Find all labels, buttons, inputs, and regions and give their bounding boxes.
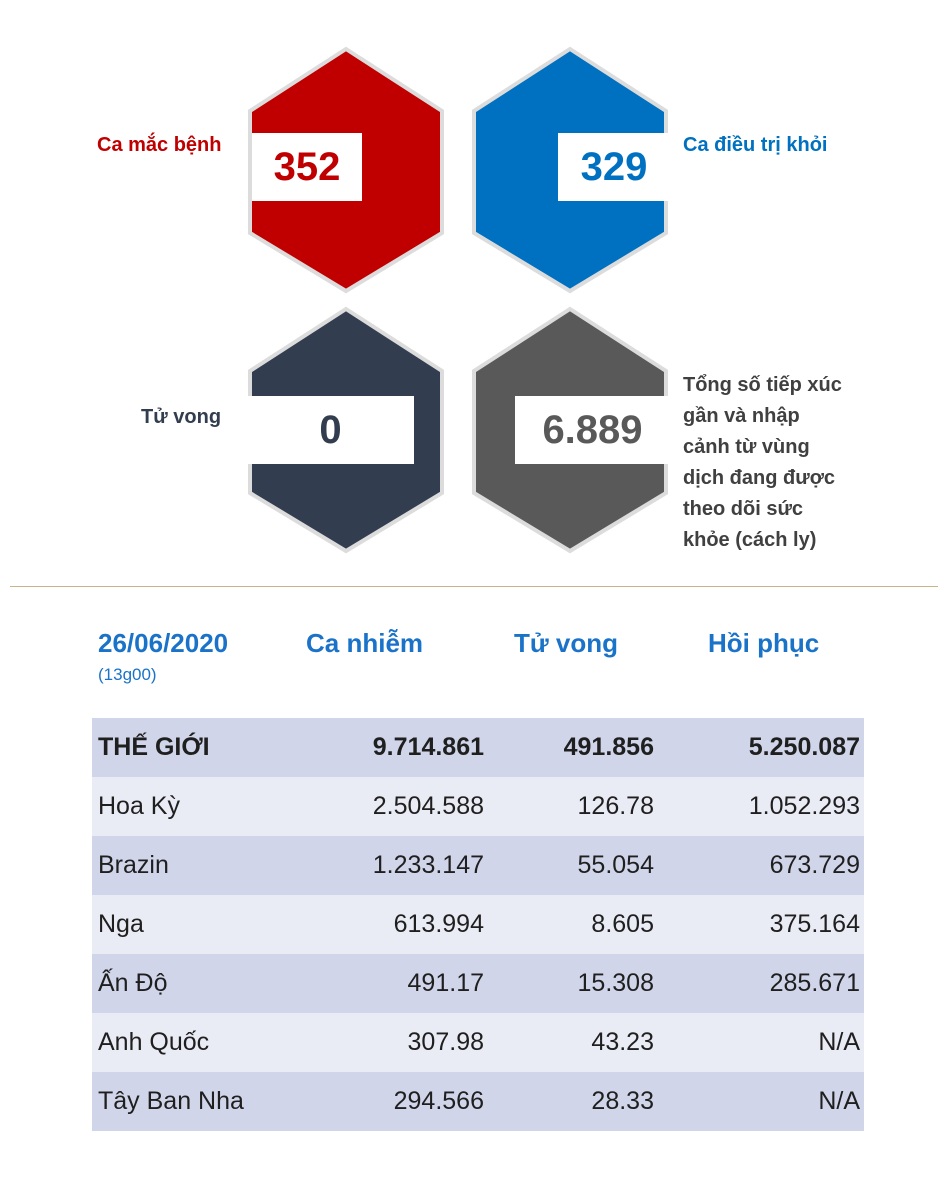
table-date: 26/06/2020 [98,628,229,658]
row-deaths: 55.054 [488,836,658,895]
monitored-label: Tổng số tiếp xúc gần và nhập cảnh từ vùn… [683,370,873,556]
row-recovered: 375.164 [657,895,864,954]
row-recovered: 673.729 [657,836,864,895]
row-name: Hoa Kỳ [92,777,282,836]
monitored-label-line: gần và nhập [683,405,800,427]
row-cases: 1.233.147 [282,836,488,895]
row-name: Tây Ban Nha [92,1072,282,1131]
header-cases: Ca nhiễm [306,628,424,658]
row-recovered: 285.671 [657,954,864,1013]
row-name: Ấn Độ [92,954,282,1013]
row-cases: 294.566 [282,1072,488,1131]
table-row: Nga 613.994 8.605 375.164 [92,895,864,954]
row-name: Brazin [92,836,282,895]
row-cases: 613.994 [282,895,488,954]
row-cases: 9.714.861 [282,718,488,777]
row-cases: 307.98 [282,1013,488,1072]
row-recovered: 1.052.293 [657,777,864,836]
table-time: (13g00) [98,665,157,684]
table-row: Hoa Kỳ 2.504.588 126.78 1.052.293 [92,777,864,836]
row-deaths: 8.605 [488,895,658,954]
row-recovered: 5.250.087 [657,718,864,777]
row-name: Anh Quốc [92,1013,282,1072]
table-row-world: THẾ GIỚI 9.714.861 491.856 5.250.087 [92,718,864,777]
row-cases: 2.504.588 [282,777,488,836]
table-row: Tây Ban Nha 294.566 28.33 N/A [92,1072,864,1131]
row-deaths: 15.308 [488,954,658,1013]
row-name: THẾ GIỚI [92,718,282,777]
covid-stats-table: THẾ GIỚI 9.714.861 491.856 5.250.087 Hoa… [92,718,864,1131]
row-deaths: 28.33 [488,1072,658,1131]
monitored-label-line: theo dõi sức [683,498,804,520]
section-divider [10,586,938,587]
row-deaths: 491.856 [488,718,658,777]
table-row: Brazin 1.233.147 55.054 673.729 [92,836,864,895]
monitored-value: 6.889 [515,396,670,464]
cases-label: Ca mắc bệnh [97,134,222,156]
row-recovered: N/A [657,1072,864,1131]
monitored-label-line: dịch đang được [683,467,836,489]
header-deaths: Tử vong [514,628,619,658]
table-row: Ấn Độ 491.17 15.308 285.671 [92,954,864,1013]
row-recovered: N/A [657,1013,864,1072]
cases-value: 352 [252,133,362,201]
row-cases: 491.17 [282,954,488,1013]
row-name: Nga [92,895,282,954]
recovered-value: 329 [558,133,670,201]
monitored-label-line: Tổng số tiếp xúc [683,374,842,396]
recovered-label: Ca điều trị khỏi [683,134,828,156]
monitored-label-line: cảnh từ vùng [683,436,810,458]
monitored-label-line: khỏe (cách ly) [683,529,817,551]
table-row: Anh Quốc 307.98 43.23 N/A [92,1013,864,1072]
row-deaths: 126.78 [488,777,658,836]
deaths-value: 0 [247,396,414,464]
row-deaths: 43.23 [488,1013,658,1072]
header-recovered: Hồi phục [708,628,820,658]
deaths-label: Tử vong [141,406,222,428]
